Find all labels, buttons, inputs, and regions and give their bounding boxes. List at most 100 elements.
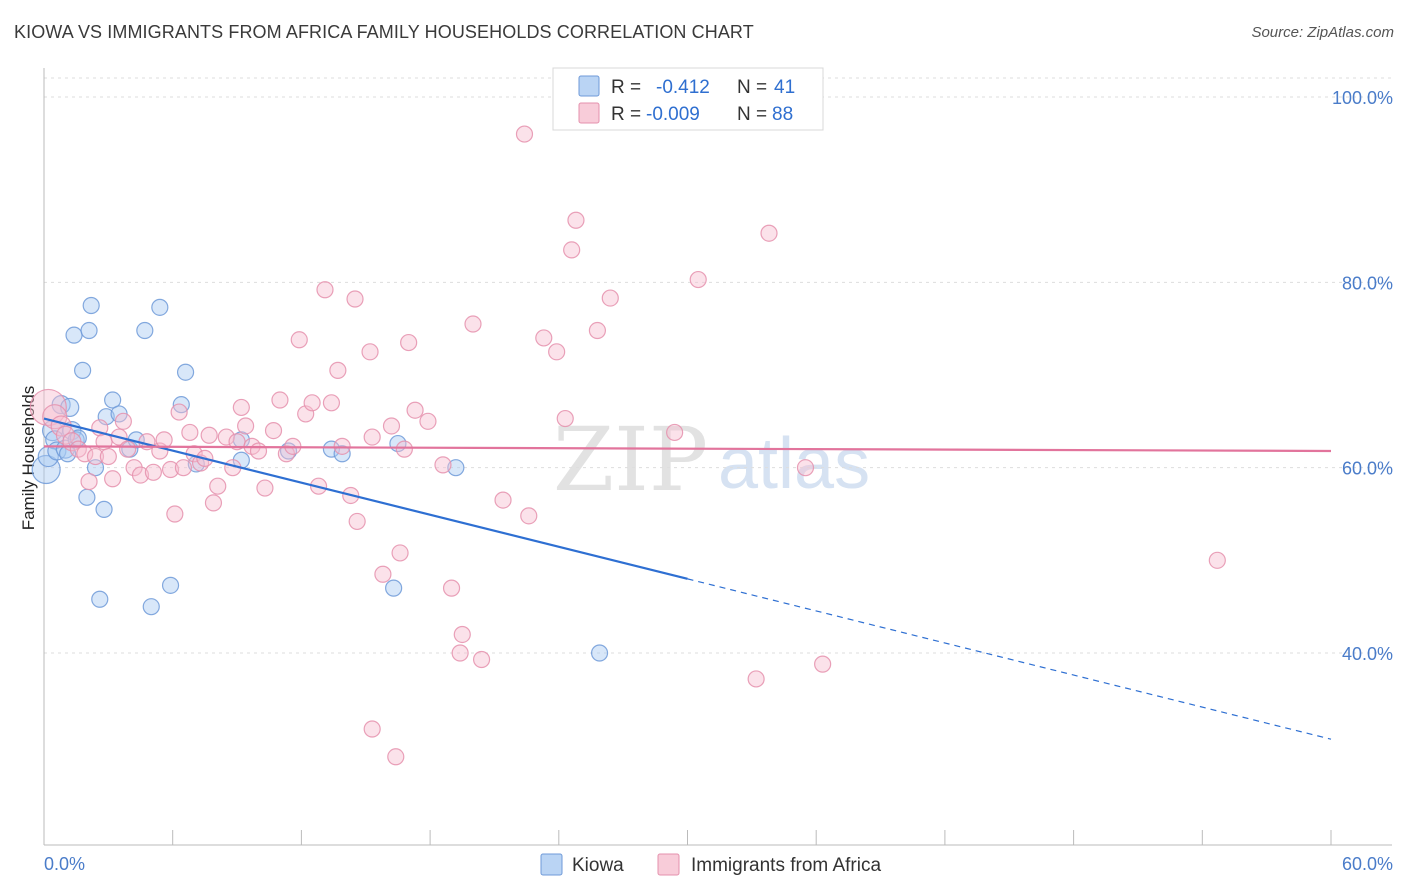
axes: [43, 68, 1392, 846]
legend-swatch-africa: [578, 102, 600, 124]
africa-point: [80, 472, 98, 491]
africa-point: [290, 331, 308, 349]
africa-point: [382, 417, 401, 435]
africa-point: [1208, 551, 1226, 569]
y-tick-label: 80.0%: [1342, 273, 1393, 293]
africa-point: [548, 343, 566, 361]
y-axis-label: Family Households: [19, 386, 38, 531]
kiowa-point: [447, 459, 465, 477]
kiowa-point: [95, 500, 113, 518]
africa-point: [494, 491, 512, 509]
kiowa-point: [151, 298, 169, 316]
africa-point: [464, 315, 482, 333]
y-tick-label: 40.0%: [1342, 644, 1393, 664]
africa-point: [400, 333, 418, 352]
kiowa-point: [136, 321, 154, 340]
africa-point: [86, 447, 105, 466]
africa-point: [374, 565, 392, 583]
correlation-legend: R = -0.412 N = 41 R = -0.009 N = 88: [552, 67, 824, 131]
africa-point: [434, 456, 452, 474]
kiowa-point: [80, 321, 98, 340]
africa-point: [387, 748, 405, 766]
africa-point: [316, 281, 334, 299]
africa-point: [99, 447, 117, 466]
kiowa-point: [142, 598, 160, 616]
africa-point: [303, 394, 321, 412]
africa-point: [563, 241, 581, 259]
kiowa-point: [176, 363, 195, 381]
africa-point: [453, 625, 471, 644]
africa-point: [361, 343, 379, 361]
africa-point: [395, 440, 413, 458]
africa-point: [322, 394, 341, 412]
africa-trend-line: [43, 445, 1332, 453]
africa-point: [170, 403, 188, 421]
kiowa-point: [161, 576, 180, 594]
africa-point: [166, 505, 184, 523]
y-tick-label: 60.0%: [1342, 459, 1393, 479]
africa-point: [363, 428, 381, 446]
africa-point: [232, 398, 250, 417]
y-tick-label: 100.0%: [1332, 88, 1393, 108]
legend-n-label-kiowa: N =: [737, 77, 767, 98]
africa-point: [131, 466, 150, 484]
series-legend-label-kiowa: Kiowa: [572, 855, 624, 876]
kiowa-point: [65, 326, 83, 344]
legend-n-value-kiowa: 41: [774, 77, 795, 98]
kiowa-point: [31, 454, 61, 485]
x-tick-label: 0.0%: [44, 854, 85, 874]
legend-r-value-kiowa: -0.412: [656, 77, 710, 98]
africa-point: [601, 289, 619, 307]
africa-point: [760, 224, 778, 242]
kiowa-point: [74, 361, 92, 379]
africa-point: [161, 460, 180, 479]
africa-point: [391, 544, 409, 562]
africa-point: [174, 459, 193, 477]
kiowa-points: [31, 296, 609, 662]
africa-point: [104, 470, 122, 488]
chart-title: KIOWA VS IMMIGRANTS FROM AFRICA FAMILY H…: [14, 22, 754, 42]
trend-lines: [43, 417, 1332, 740]
legend-r-label-africa: R =: [611, 104, 641, 125]
kiowa-point: [590, 644, 609, 662]
africa-point: [144, 463, 162, 481]
legend-n-label-africa: N =: [737, 104, 767, 125]
series-legend: Kiowa Immigrants from Africa: [540, 853, 881, 876]
legend-n-value-africa: 88: [772, 104, 793, 125]
kiowa-trend-line: [43, 417, 688, 580]
kiowa-point: [82, 296, 100, 315]
africa-point: [419, 412, 437, 430]
africa-point: [346, 290, 364, 308]
series-legend-swatch-africa: [657, 853, 680, 876]
x-tick-label: 60.0%: [1342, 854, 1393, 874]
africa-point: [796, 459, 815, 477]
africa-point: [666, 423, 684, 442]
africa-point: [256, 479, 274, 497]
series-legend-swatch-kiowa: [540, 853, 563, 876]
africa-point: [264, 422, 283, 440]
africa-point: [747, 670, 765, 688]
africa-point: [209, 477, 227, 495]
africa-point: [535, 329, 553, 347]
legend-r-label-kiowa: R =: [611, 77, 641, 98]
africa-point: [588, 321, 607, 340]
africa-point: [472, 650, 491, 669]
legend-swatch-kiowa: [578, 75, 600, 97]
kiowa-point: [385, 579, 403, 597]
africa-point: [451, 644, 469, 662]
africa-point: [217, 428, 235, 446]
africa-point: [442, 579, 461, 597]
africa-point: [181, 423, 199, 442]
africa-point: [689, 270, 707, 289]
watermark-atlas: atlas: [718, 424, 870, 504]
africa-point: [814, 655, 832, 673]
africa-point: [204, 494, 223, 512]
africa-point: [155, 431, 173, 449]
legend-r-value-africa: -0.009: [646, 104, 700, 125]
africa-point: [515, 125, 534, 143]
africa-point: [363, 720, 381, 738]
africa-point: [271, 391, 289, 409]
kiowa-point: [91, 590, 109, 608]
africa-point: [237, 417, 255, 435]
source-credit: Source: ZipAtlas.com: [1251, 24, 1394, 41]
